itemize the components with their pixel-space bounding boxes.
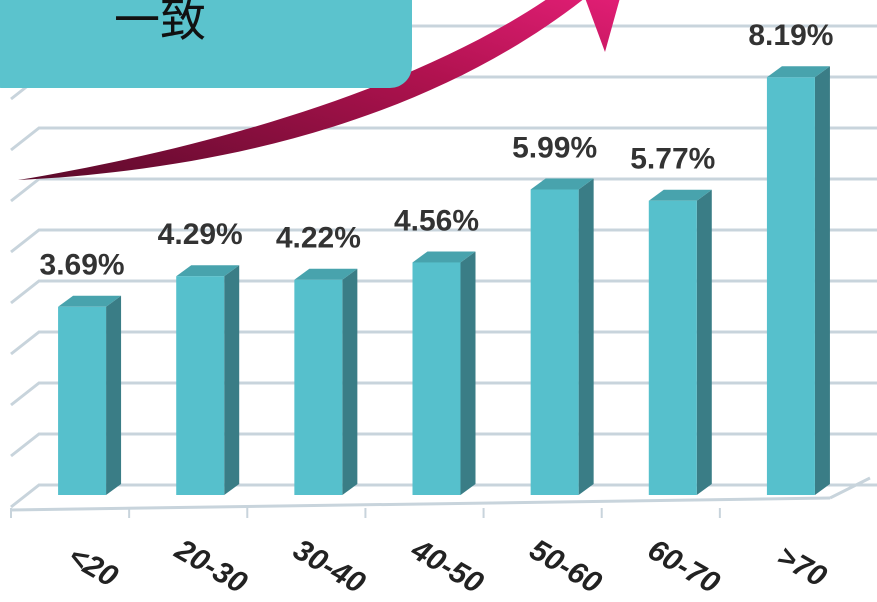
bar-side [696, 189, 712, 496]
grid-line [10, 432, 877, 458]
bar-side [578, 178, 594, 495]
value-label: 4.22% [276, 222, 361, 255]
bar [766, 77, 815, 495]
value-label: 5.99% [512, 131, 597, 164]
x-tick-label: 20-30 [169, 533, 253, 601]
bar-top [294, 268, 358, 280]
bar-side [106, 295, 122, 495]
value-label: 3.69% [40, 249, 125, 282]
value-label: 5.77% [630, 143, 715, 176]
grid-line [10, 483, 877, 509]
bar-side [814, 66, 830, 495]
callout-box [0, 0, 412, 88]
bar-side [460, 251, 476, 495]
bar [412, 262, 461, 495]
x-tick-label: 40-50 [405, 533, 489, 601]
bar-side [342, 268, 358, 495]
bar [176, 276, 225, 495]
bar-top [176, 265, 240, 277]
grid-line [10, 126, 877, 152]
grid-line [10, 177, 877, 203]
x-tick-label: 50-60 [524, 533, 607, 600]
bars: <20 3.69% 20-30 4.29% 30-40 4.22% 40-50 4.56% 50… [10, 19, 833, 601]
floor-edge [9, 496, 831, 512]
x-tick-label: 30-40 [288, 533, 371, 600]
bar [294, 279, 343, 495]
bar [530, 189, 579, 495]
callout-text: 一致 [114, 0, 206, 46]
grid-line [10, 330, 877, 356]
grid-line [10, 228, 877, 254]
bar-side [224, 265, 240, 495]
value-label: 4.56% [394, 204, 479, 237]
x-tick-label: >70 [771, 540, 832, 594]
value-label: 4.29% [158, 218, 243, 251]
bar [58, 306, 107, 495]
grid-line [10, 279, 877, 305]
grid-line [10, 381, 877, 407]
bar [648, 200, 697, 496]
bar-top [530, 178, 594, 190]
bar-top [648, 189, 712, 201]
bar-top [412, 251, 476, 263]
trend-arrow [18, 0, 620, 180]
x-tick-label: <20 [63, 540, 124, 594]
value-label: 8.19% [748, 19, 833, 52]
bar-top [766, 66, 830, 78]
floor-edge [829, 476, 871, 500]
bar-top [58, 295, 122, 307]
x-tick-label: 60-70 [642, 533, 725, 600]
